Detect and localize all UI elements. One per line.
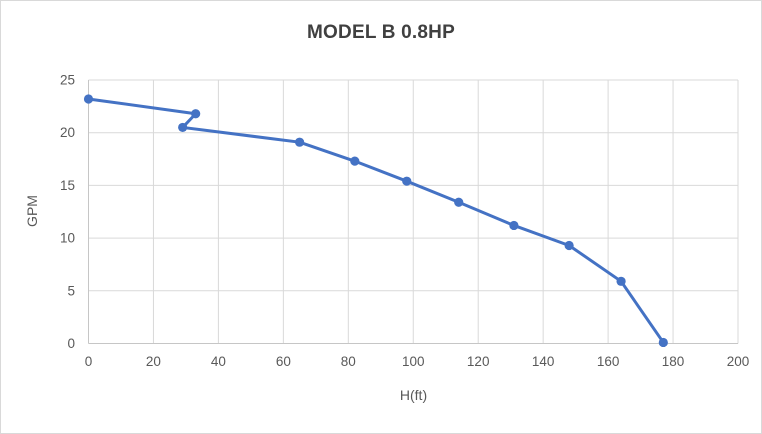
x-tick-label: 160 <box>597 354 620 369</box>
x-tick-label: 40 <box>211 354 226 369</box>
x-tick-label: 60 <box>276 354 291 369</box>
data-point-marker <box>564 240 574 251</box>
x-tick-label: 80 <box>341 354 356 369</box>
y-tick-label: 10 <box>60 231 75 246</box>
x-tick-label: 100 <box>402 354 425 369</box>
y-tick-label: 5 <box>67 283 75 298</box>
x-axis-title: H(ft) <box>399 387 428 403</box>
y-tick-label: 0 <box>67 336 75 351</box>
y-axis-title: GPM <box>24 195 40 227</box>
data-point-marker <box>294 137 305 147</box>
x-tick-label: 200 <box>727 354 750 369</box>
data-point-marker <box>616 276 626 286</box>
data-point-marker <box>191 109 201 119</box>
data-point-marker <box>658 337 668 348</box>
x-tick-label: 180 <box>662 354 685 369</box>
data-point-marker <box>509 220 519 231</box>
x-tick-label: 140 <box>532 354 555 369</box>
data-point-marker <box>454 197 464 207</box>
x-tick-label: 20 <box>146 354 161 369</box>
data-point-marker <box>402 176 412 186</box>
data-point-marker <box>83 94 94 104</box>
y-tick-label: 20 <box>60 125 75 140</box>
chart-title: MODEL B 0.8HP <box>307 22 455 43</box>
x-tick-label: 120 <box>467 354 490 369</box>
data-point-marker <box>350 156 360 166</box>
y-tick-label: 25 <box>60 73 75 88</box>
data-point-marker <box>178 122 188 133</box>
series-line <box>87 97 665 344</box>
y-tick-label: 15 <box>60 178 75 193</box>
x-tick-label: 0 <box>85 354 93 369</box>
